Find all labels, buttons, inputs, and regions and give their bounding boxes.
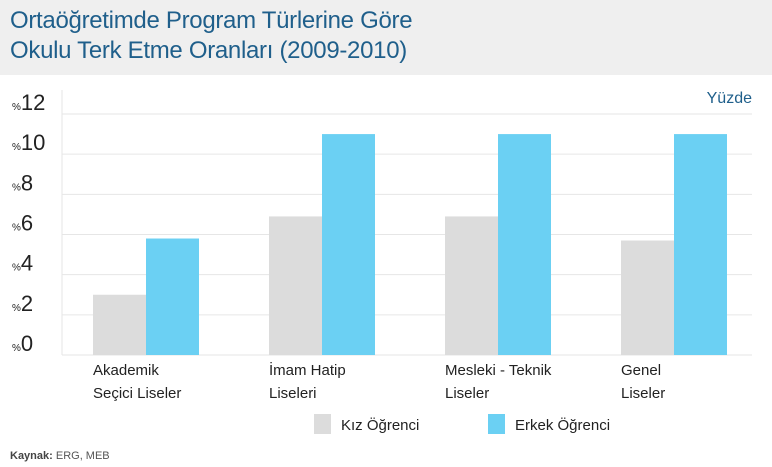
x-tick-label: Mesleki - Teknik Liseler <box>445 362 552 402</box>
source-label: Kaynak: <box>10 450 53 462</box>
bar-kiz <box>93 294 146 355</box>
bar-kiz <box>445 216 498 355</box>
x-tick-label: İmam Hatip Liseleri <box>269 361 346 402</box>
legend-label: Kız Öğrenci <box>341 416 419 434</box>
x-tick-label: Akademik Seçici Liseler <box>93 362 181 402</box>
bar-chart: %0 %2 %4 %6 %8 %10 %12 Akademik Seçici Liseler İ… <box>12 90 752 434</box>
y-tick-label: %2 <box>12 291 33 316</box>
unit-label: Yüzde <box>706 90 752 107</box>
legend-swatch-kiz <box>314 414 331 434</box>
source-note: Kaynak: ERG, MEB <box>10 450 110 462</box>
y-tick-label: %0 <box>12 331 33 356</box>
x-tick-label: Genel Liseler <box>621 362 665 402</box>
source-text: ERG, MEB <box>55 450 110 462</box>
bar-erkek <box>498 134 551 355</box>
y-tick-label: %6 <box>12 211 33 236</box>
title-line-1: Ortaöğretimde Program Türlerine Göre <box>10 7 413 34</box>
bar-erkek <box>674 134 727 355</box>
chart-title: Ortaöğretimde Program Türlerine Göre Oku… <box>10 6 413 66</box>
bar-erkek <box>146 238 199 355</box>
bar-kiz <box>269 216 322 355</box>
title-line-2: Okulu Terk Etme Oranları (2009-2010) <box>10 37 407 64</box>
y-tick-label: %4 <box>12 251 33 276</box>
legend-label: Erkek Öğrenci <box>515 416 610 434</box>
y-tick-label: %10 <box>12 130 45 155</box>
bar-kiz <box>621 240 674 355</box>
legend-swatch-erkek <box>488 414 505 434</box>
bar-erkek <box>322 134 375 355</box>
y-tick-label: %8 <box>12 170 33 195</box>
y-tick-label: %12 <box>12 90 45 115</box>
